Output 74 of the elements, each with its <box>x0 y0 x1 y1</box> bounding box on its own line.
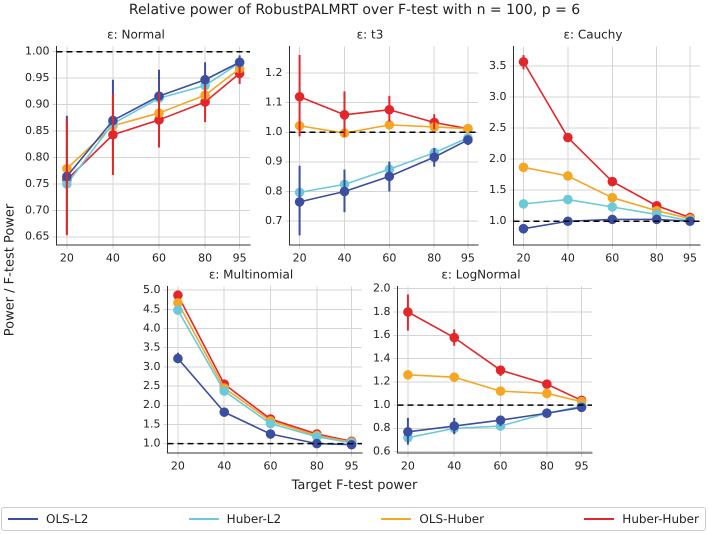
x-tick-label: 40 <box>447 459 462 472</box>
y-tick-label: 1.0 <box>372 398 390 411</box>
y-tick-label: 1.5 <box>142 417 160 430</box>
x-tick-label: 95 <box>683 251 698 264</box>
y-tick-label: 0.95 <box>24 71 50 84</box>
x-tick-label: 40 <box>217 459 232 472</box>
y-tick-label: 2.5 <box>142 378 160 392</box>
y-tick-label: 1.5 <box>488 183 506 196</box>
x-tick-label: 80 <box>198 251 212 264</box>
chart-title: ε: LogNormal <box>441 267 521 282</box>
x-tick-label: 60 <box>152 251 166 264</box>
x-tick-label: 95 <box>344 459 359 472</box>
y-tick-label: 3.5 <box>142 340 160 354</box>
legend-label: Huber-Huber <box>622 512 699 526</box>
y-tick-label: 0.7 <box>264 214 282 227</box>
y-tick-label: 1.00 <box>24 44 50 58</box>
x-tick-label: 80 <box>540 459 554 472</box>
chart-title: ε: Normal <box>107 27 165 42</box>
x-tick-label: 20 <box>516 251 530 264</box>
y-tick-label: 0.80 <box>24 150 50 164</box>
y-tick-label: 1.6 <box>372 328 390 342</box>
x-tick-label: 95 <box>574 459 589 472</box>
y-tick-label: 4.5 <box>142 302 160 316</box>
chart-title: ε: Cauchy <box>564 27 622 42</box>
x-axis-title: Target F-test power <box>290 478 418 493</box>
y-tick-label: 0.9 <box>264 154 282 168</box>
chart-title: ε: t3 <box>356 27 384 42</box>
y-tick-label: 3.0 <box>142 360 160 373</box>
x-tick-label: 20 <box>60 251 74 264</box>
y-tick-label: 0.8 <box>264 184 282 198</box>
x-tick-label: 95 <box>460 251 475 264</box>
y-tick-label: 0.75 <box>24 176 50 190</box>
y-tick-label: 0.90 <box>24 97 50 110</box>
x-tick-label: 20 <box>170 459 185 472</box>
y-tick-label: 0.70 <box>24 203 50 216</box>
y-tick-label: 3.5 <box>488 59 506 72</box>
y-tick-label: 1.8 <box>372 304 390 318</box>
y-tick-label: 0.85 <box>24 124 50 137</box>
y-tick-label: 1.0 <box>488 214 506 228</box>
legend-label: OLS-Huber <box>419 512 484 526</box>
y-tick-label: 1.1 <box>264 96 282 109</box>
x-tick-label: 60 <box>494 459 508 472</box>
x-tick-label: 80 <box>310 459 324 472</box>
x-tick-label: 60 <box>264 459 278 472</box>
y-tick-label: 4.0 <box>142 321 160 334</box>
y-tick-label: 0.8 <box>372 421 390 434</box>
x-tick-label: 40 <box>337 251 352 264</box>
y-tick-label: 1.2 <box>372 374 390 388</box>
legend-label: Huber-L2 <box>226 512 282 526</box>
y-tick-label: 1.0 <box>142 436 160 450</box>
x-tick-label: 80 <box>650 251 664 264</box>
y-tick-label: 2.0 <box>142 398 160 412</box>
x-tick-label: 20 <box>400 459 415 472</box>
y-tick-label: 1.4 <box>372 351 390 364</box>
y-tick-label: 1.2 <box>264 66 282 79</box>
x-tick-label: 60 <box>605 251 620 264</box>
y-tick-label: 2.5 <box>488 121 506 134</box>
x-tick-label: 95 <box>232 251 247 264</box>
y-tick-label: 2.0 <box>372 282 390 295</box>
y-tick-label: 0.6 <box>372 444 390 458</box>
x-tick-label: 40 <box>560 251 575 264</box>
y-axis-title: Power / F-test Power <box>2 204 18 336</box>
y-tick-label: 3.0 <box>488 90 506 104</box>
y-tick-label: 2.0 <box>488 152 506 166</box>
x-tick-label: 80 <box>427 251 442 264</box>
legend-label: OLS-L2 <box>46 512 88 526</box>
y-tick-label: 0.65 <box>24 230 50 243</box>
chart-title: ε: Multinomial <box>208 267 294 282</box>
y-tick-label: 5.0 <box>142 283 160 296</box>
y-tick-label: 1.0 <box>264 125 282 138</box>
text: Relative power of RobustPALMRT over F-test with n = 100, p = 6 <box>128 2 582 18</box>
x-tick-label: 40 <box>106 251 120 264</box>
x-tick-label: 60 <box>382 251 396 264</box>
x-tick-label: 20 <box>292 251 307 264</box>
